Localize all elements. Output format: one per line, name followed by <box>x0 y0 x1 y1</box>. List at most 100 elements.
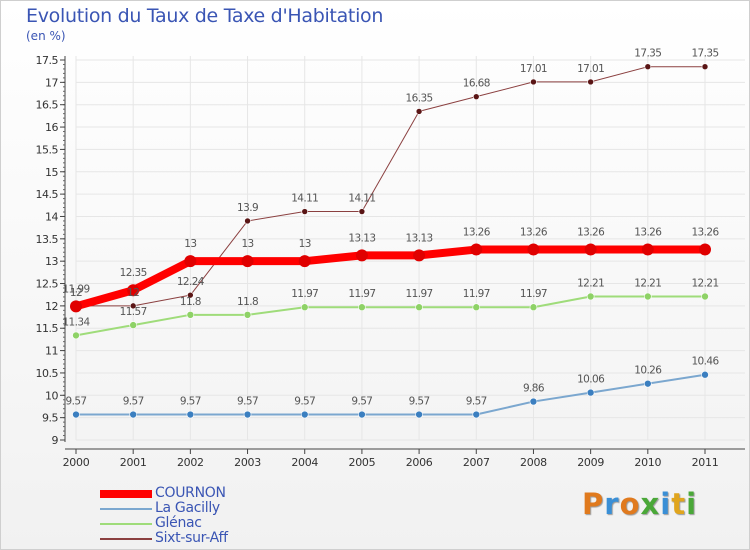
data-label: 10.46 <box>691 356 719 368</box>
data-point <box>355 249 368 262</box>
data-label: 13.26 <box>577 227 605 239</box>
data-label: 13 <box>184 238 196 250</box>
legend-swatch <box>100 538 152 540</box>
data-label: 9.57 <box>123 396 144 408</box>
data-point <box>641 243 654 256</box>
data-point <box>186 410 195 419</box>
y-tick-label: 14 <box>45 210 58 223</box>
data-point <box>472 93 480 100</box>
proxiti-logo: Proxiti <box>582 487 697 521</box>
series-line-2 <box>75 295 705 337</box>
data-point <box>129 321 137 329</box>
data-point <box>70 300 82 313</box>
data-point <box>298 255 311 268</box>
y-tick-label: 12 <box>45 300 58 313</box>
x-tick-label: 2007 <box>463 456 490 469</box>
legend-swatch <box>100 523 152 525</box>
y-tick-label: 16.5 <box>36 99 59 112</box>
data-label: 9.57 <box>237 396 258 408</box>
logo-letter: x <box>640 487 661 521</box>
data-point <box>358 303 366 312</box>
data-point <box>243 410 252 419</box>
legend-label: Sixt-sur-Aff <box>155 530 228 546</box>
data-label: 13.26 <box>691 227 719 239</box>
data-point <box>529 397 538 406</box>
legend-item: La Gacilly <box>100 501 360 516</box>
x-tick-label: 2003 <box>234 456 261 469</box>
data-label: 11.8 <box>237 296 258 308</box>
data-point <box>699 243 711 256</box>
legend-label: La Gacilly <box>155 500 220 516</box>
data-label: 14.11 <box>348 193 375 205</box>
data-label: 16.68 <box>463 78 490 90</box>
y-tick-label: 16 <box>45 121 58 134</box>
data-point <box>415 108 423 115</box>
data-point <box>701 370 709 379</box>
data-label: 11.8 <box>180 296 201 308</box>
data-point <box>300 303 309 312</box>
data-label: 13.26 <box>634 227 662 239</box>
data-label: 13 <box>299 238 311 250</box>
data-label: 11.34 <box>62 316 90 328</box>
data-point <box>415 303 423 312</box>
data-label: 13.9 <box>237 202 258 214</box>
data-point <box>300 410 309 419</box>
chart-title: Evolution du Taux de Taxe d'Habitation <box>26 5 384 27</box>
data-label: 9.57 <box>180 396 201 408</box>
data-label: 11.97 <box>291 288 318 300</box>
data-point <box>529 303 538 312</box>
y-tick-label: 10 <box>45 389 58 402</box>
legend-item: Sixt-sur-Aff <box>100 531 360 546</box>
data-point <box>72 331 80 340</box>
data-label: 11.97 <box>463 288 490 300</box>
y-tick-label: 12.5 <box>36 278 59 291</box>
legend-label: Glénac <box>155 515 202 531</box>
y-tick-label: 15 <box>45 166 58 179</box>
data-label: 9.57 <box>351 396 372 408</box>
data-point <box>530 78 537 86</box>
y-tick-label: 11.5 <box>36 322 59 335</box>
data-point <box>301 208 309 215</box>
data-point <box>244 217 251 225</box>
x-tick-label: 2004 <box>291 456 318 469</box>
y-tick-label: 13.5 <box>36 233 59 246</box>
data-point <box>413 249 426 262</box>
data-label: 17.35 <box>691 48 718 60</box>
x-tick-label: 2001 <box>120 456 147 469</box>
data-label: 13.26 <box>463 227 491 239</box>
unit-label: (en %) <box>26 29 66 43</box>
legend: COURNON La Gacilly Glénac Sixt-sur-Aff <box>100 486 360 546</box>
data-point <box>587 78 594 86</box>
data-label: 9.86 <box>523 383 545 395</box>
data-point <box>72 410 80 419</box>
y-tick-label: 14.5 <box>36 188 59 201</box>
data-label: 17.35 <box>634 48 661 60</box>
data-label: 13 <box>241 238 253 250</box>
data-label: 12 <box>127 287 139 299</box>
data-point <box>470 243 483 256</box>
y-tick-label: 17.5 <box>36 54 59 67</box>
data-label: 12.21 <box>691 277 718 289</box>
data-label: 11.57 <box>120 306 147 318</box>
logo-letter: P <box>582 487 605 521</box>
data-point <box>241 255 254 268</box>
y-tick-label: 13 <box>45 255 58 268</box>
data-label: 10.26 <box>634 365 662 377</box>
data-point <box>129 410 137 419</box>
data-label: 11.97 <box>406 288 433 300</box>
data-point <box>644 379 652 388</box>
y-tick-label: 9 <box>52 434 59 447</box>
data-label: 13.26 <box>520 227 548 239</box>
x-tick-label: 2009 <box>577 456 604 469</box>
legend-item: COURNON <box>100 486 360 501</box>
data-label: 16.35 <box>406 92 433 104</box>
data-point <box>415 410 423 419</box>
data-point <box>127 284 140 297</box>
legend-swatch <box>100 490 152 498</box>
data-label: 13.13 <box>348 232 375 244</box>
data-point <box>701 63 709 71</box>
series-line-3 <box>76 66 705 307</box>
data-point <box>472 410 481 419</box>
